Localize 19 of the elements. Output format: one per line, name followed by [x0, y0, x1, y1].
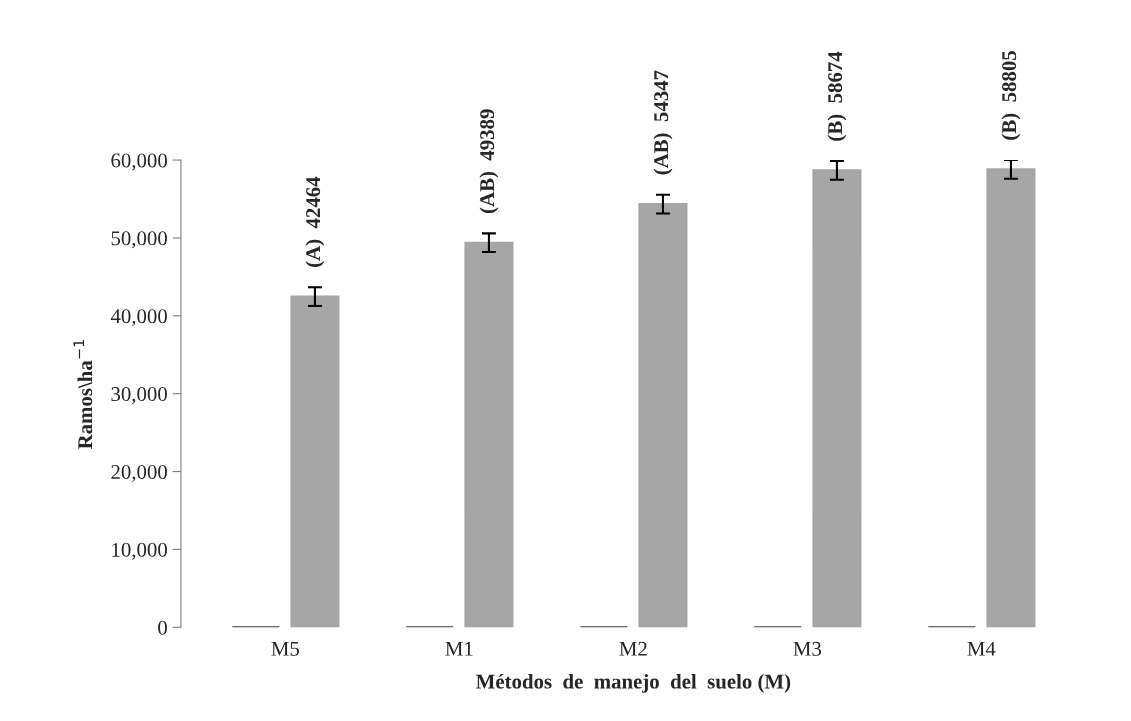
x-tick-label: M3 [793, 641, 822, 656]
x-tick-label: M1 [445, 641, 473, 656]
y-tick-label: 0 [158, 620, 167, 635]
data-label: (AB) 54347 [653, 70, 673, 175]
data-label: (AB) 49389 [479, 109, 499, 213]
x-tick-label: M2 [619, 641, 647, 656]
y-tick-label: 40,000 [110, 309, 167, 327]
x-tick-label: M4 [967, 641, 996, 656]
x-axis-title: Métodos de manejo del suelo (M) [476, 673, 791, 693]
x-tick-label: M5 [271, 641, 300, 656]
y-tick-label: 30,000 [111, 387, 167, 405]
y-tick-label: 50,000 [111, 231, 167, 249]
y-axis-title: Ramos\ha$^{−1}$ [73, 339, 93, 450]
data-label: (A) 42464 [305, 176, 325, 267]
y-tick-label: 20,000 [111, 464, 167, 482]
y-tick-label: 60,000 [111, 153, 167, 171]
y-tick-label: 10,000 [112, 542, 167, 560]
data-label: (B) 58805 [1001, 51, 1021, 140]
data-label: (B) 58674 [827, 51, 847, 141]
